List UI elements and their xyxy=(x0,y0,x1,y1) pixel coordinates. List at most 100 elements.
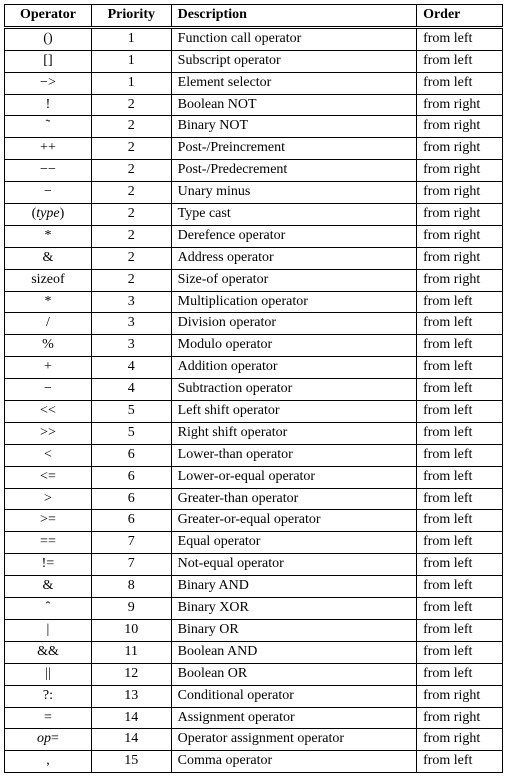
cell: 1 xyxy=(91,27,171,50)
cell: − xyxy=(5,182,92,204)
table-row: *3Multiplication operatorfrom left xyxy=(5,291,503,313)
cell: (type) xyxy=(5,204,92,226)
cell: 2 xyxy=(91,94,171,116)
table-row: −>1Element selectorfrom left xyxy=(5,72,503,94)
header-description: Description xyxy=(171,5,416,28)
cell: Greater-than operator xyxy=(171,488,416,510)
cell: Binary NOT xyxy=(171,116,416,138)
cell: Assignment operator xyxy=(171,707,416,729)
table-row: %3Modulo operatorfrom left xyxy=(5,335,503,357)
cell: from left xyxy=(417,379,503,401)
cell: from left xyxy=(417,598,503,620)
table-row: ˜2Binary NOTfrom right xyxy=(5,116,503,138)
cell: 8 xyxy=(91,576,171,598)
cell: Lower-or-equal operator xyxy=(171,466,416,488)
cell: | xyxy=(5,619,92,641)
cell: Function call operator xyxy=(171,27,416,50)
cell: 2 xyxy=(91,116,171,138)
cell: sizeof xyxy=(5,269,92,291)
cell: Comma operator xyxy=(171,751,416,773)
table-row: (type)2Type castfrom right xyxy=(5,204,503,226)
cell: from right xyxy=(417,707,503,729)
cell: from left xyxy=(417,357,503,379)
cell: >= xyxy=(5,510,92,532)
cell: Left shift operator xyxy=(171,401,416,423)
table-row: −4Subtraction operatorfrom left xyxy=(5,379,503,401)
cell: Element selector xyxy=(171,72,416,94)
cell: 4 xyxy=(91,357,171,379)
cell: − xyxy=(5,379,92,401)
cell: from left xyxy=(417,488,503,510)
cell: * xyxy=(5,291,92,313)
cell: Division operator xyxy=(171,313,416,335)
cell: * xyxy=(5,225,92,247)
cell: 1 xyxy=(91,72,171,94)
cell: 2 xyxy=(91,269,171,291)
cell: from left xyxy=(417,751,503,773)
cell: from left xyxy=(417,444,503,466)
cell: Binary OR xyxy=(171,619,416,641)
cell: 14 xyxy=(91,707,171,729)
cell: Boolean OR xyxy=(171,663,416,685)
cell: from left xyxy=(417,641,503,663)
cell: Boolean NOT xyxy=(171,94,416,116)
cell: 9 xyxy=(91,598,171,620)
operator-table: Operator Priority Description Order ()1F… xyxy=(4,4,503,773)
cell: from right xyxy=(417,269,503,291)
cell: 6 xyxy=(91,488,171,510)
cell: > xyxy=(5,488,92,510)
cell: from left xyxy=(417,619,503,641)
table-row: +4Addition operatorfrom left xyxy=(5,357,503,379)
cell: Right shift operator xyxy=(171,422,416,444)
cell: ++ xyxy=(5,138,92,160)
table-row: ||12Boolean ORfrom left xyxy=(5,663,503,685)
cell: 12 xyxy=(91,663,171,685)
table-row: &8Binary ANDfrom left xyxy=(5,576,503,598)
table-row: <6Lower-than operatorfrom left xyxy=(5,444,503,466)
cell: 14 xyxy=(91,729,171,751)
cell: from left xyxy=(417,401,503,423)
table-row: ?:13Conditional operatorfrom right xyxy=(5,685,503,707)
cell: ˆ xyxy=(5,598,92,620)
table-row: !=7Not-equal operatorfrom left xyxy=(5,554,503,576)
cell: ˜ xyxy=(5,116,92,138)
table-row: &&11Boolean ANDfrom left xyxy=(5,641,503,663)
cell: && xyxy=(5,641,92,663)
cell: 3 xyxy=(91,313,171,335)
cell: from left xyxy=(417,554,503,576)
cell: 7 xyxy=(91,532,171,554)
table-row: !2Boolean NOTfrom right xyxy=(5,94,503,116)
cell: from left xyxy=(417,335,503,357)
table-row: ==7Equal operatorfrom left xyxy=(5,532,503,554)
table-row: <=6Lower-or-equal operatorfrom left xyxy=(5,466,503,488)
cell: 13 xyxy=(91,685,171,707)
cell: Subscript operator xyxy=(171,50,416,72)
cell: 5 xyxy=(91,401,171,423)
cell: 2 xyxy=(91,160,171,182)
cell: Derefence operator xyxy=(171,225,416,247)
cell: & xyxy=(5,576,92,598)
cell: from right xyxy=(417,729,503,751)
cell: from left xyxy=(417,510,503,532)
cell: from left xyxy=(417,466,503,488)
table-row: []1Subscript operatorfrom left xyxy=(5,50,503,72)
cell: 3 xyxy=(91,291,171,313)
cell: ?: xyxy=(5,685,92,707)
table-row: &2Address operatorfrom right xyxy=(5,247,503,269)
table-row: /3Division operatorfrom left xyxy=(5,313,503,335)
table-row: ,15Comma operatorfrom left xyxy=(5,751,503,773)
cell: 10 xyxy=(91,619,171,641)
cell: Binary AND xyxy=(171,576,416,598)
table-row: |10Binary ORfrom left xyxy=(5,619,503,641)
cell: 5 xyxy=(91,422,171,444)
table-row: =14Assignment operatorfrom right xyxy=(5,707,503,729)
cell: Not-equal operator xyxy=(171,554,416,576)
cell: == xyxy=(5,532,92,554)
table-row: >6Greater-than operatorfrom left xyxy=(5,488,503,510)
header-order: Order xyxy=(417,5,503,28)
cell: Type cast xyxy=(171,204,416,226)
header-priority: Priority xyxy=(91,5,171,28)
cell: Post-/Predecrement xyxy=(171,160,416,182)
table-row: <<5Left shift operatorfrom left xyxy=(5,401,503,423)
cell: / xyxy=(5,313,92,335)
